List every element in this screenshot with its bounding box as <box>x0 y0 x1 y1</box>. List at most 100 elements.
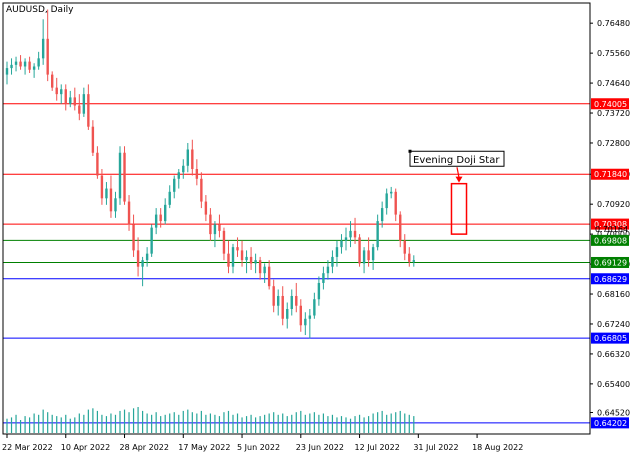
volume-bar <box>96 410 98 433</box>
y-axis: 0.76480 0.75560 0.74640 0.73720 0.72800 0.718… <box>590 19 630 429</box>
pattern-arrow-head <box>455 176 463 183</box>
level-tag <box>591 98 629 110</box>
candle-body <box>299 305 302 326</box>
y-tick-label: 0.73720 <box>597 109 630 118</box>
volume-bar <box>349 418 352 433</box>
candle-body <box>10 64 13 69</box>
annotation-layer: Evening Doji Star <box>408 149 505 235</box>
level-tag <box>591 234 629 246</box>
y-tick-label: 0.70000 <box>597 230 630 239</box>
volume-bar <box>223 412 225 433</box>
volume-bar <box>132 408 135 433</box>
volume-bar <box>236 413 239 433</box>
candle-body <box>376 221 379 248</box>
y-tick-label: 0.76480 <box>597 19 630 28</box>
volume-bar <box>232 414 234 433</box>
volume-bar <box>137 407 139 433</box>
volume-bar <box>345 417 347 433</box>
candle-body <box>267 266 271 287</box>
y-tick-label: 0.67240 <box>597 320 630 329</box>
level-tag-label: 0.68629 <box>594 275 627 284</box>
volume-bar <box>336 417 338 433</box>
volume-bar <box>56 416 58 433</box>
volume-bar <box>404 413 406 433</box>
horizontal-levels <box>3 103 590 424</box>
volume-bar <box>368 416 370 433</box>
candle-body <box>317 282 321 300</box>
pattern-label-box <box>409 150 505 167</box>
candle-body <box>380 208 384 222</box>
candle-body <box>136 250 140 267</box>
candle-body <box>200 178 203 202</box>
volume-bar <box>160 416 162 433</box>
volume-bar <box>10 417 13 433</box>
volume-bar <box>51 414 53 433</box>
volume-bar <box>300 410 302 433</box>
volume-bar <box>187 409 189 433</box>
candle-body <box>263 266 266 274</box>
volume-bar <box>19 420 22 433</box>
level-tag-label: 0.71840 <box>594 170 627 179</box>
candle-body <box>105 188 108 199</box>
x-axis: 22 Mar 2022 10 Apr 2022 28 Apr 2022 17 May … <box>2 434 523 452</box>
volume-bar <box>277 414 279 433</box>
volume-bar <box>372 413 374 433</box>
volume-bar <box>322 413 324 433</box>
volume-bar <box>182 410 184 433</box>
volume-bar <box>15 414 17 433</box>
candle-body <box>191 149 194 170</box>
candle-body <box>87 94 90 127</box>
volume-bar <box>218 416 221 433</box>
volume-bar <box>408 414 410 433</box>
volume-bar <box>110 413 112 433</box>
candle-body <box>222 230 226 254</box>
candle-body <box>204 201 208 215</box>
x-tick-label: 18 Aug 2022 <box>472 443 523 452</box>
candle-body <box>55 87 58 95</box>
candle-body <box>286 308 289 319</box>
candle-body <box>313 299 316 316</box>
candle-body <box>78 105 81 114</box>
candle-body <box>145 253 149 261</box>
candle-body <box>209 214 212 235</box>
x-tick-label: 17 May 2022 <box>178 443 230 452</box>
candle-body <box>28 61 31 70</box>
level-tag-label: 0.64202 <box>594 419 627 428</box>
volume-bar <box>241 417 243 433</box>
candle-body <box>177 172 180 179</box>
volume-bar <box>83 414 85 433</box>
volume-bar <box>358 414 361 433</box>
volume-bar <box>47 412 49 433</box>
candle-body <box>41 38 45 59</box>
candle-body <box>23 61 27 67</box>
volume-bar <box>42 409 44 433</box>
candle-body <box>164 204 167 222</box>
x-tick-label: 5 Jun 2022 <box>237 443 280 452</box>
candle-body <box>254 260 257 264</box>
volume-bar <box>142 410 144 433</box>
candle-body <box>186 149 189 166</box>
volume-bar <box>65 414 67 433</box>
volume-bar <box>309 413 311 433</box>
volume-bar <box>60 417 62 433</box>
candle-body <box>326 266 330 274</box>
volume-bar <box>209 413 211 433</box>
candle-body <box>412 260 415 262</box>
candle-body <box>277 295 280 306</box>
volume-bar <box>268 413 270 433</box>
y-tick-label: 0.68160 <box>597 290 630 299</box>
volume-bar <box>245 416 248 433</box>
candles <box>5 9 415 339</box>
volume-bar <box>123 409 126 433</box>
candle-body <box>340 240 343 248</box>
candle-body <box>227 253 230 267</box>
candle-body <box>150 227 153 254</box>
volume-bar <box>87 409 89 433</box>
candle-body <box>240 250 244 261</box>
candle-body <box>390 191 393 194</box>
candle-body <box>362 250 366 264</box>
volume-bar <box>92 408 94 433</box>
candle-body <box>231 247 235 267</box>
level-tag-label: 0.74005 <box>594 100 627 109</box>
